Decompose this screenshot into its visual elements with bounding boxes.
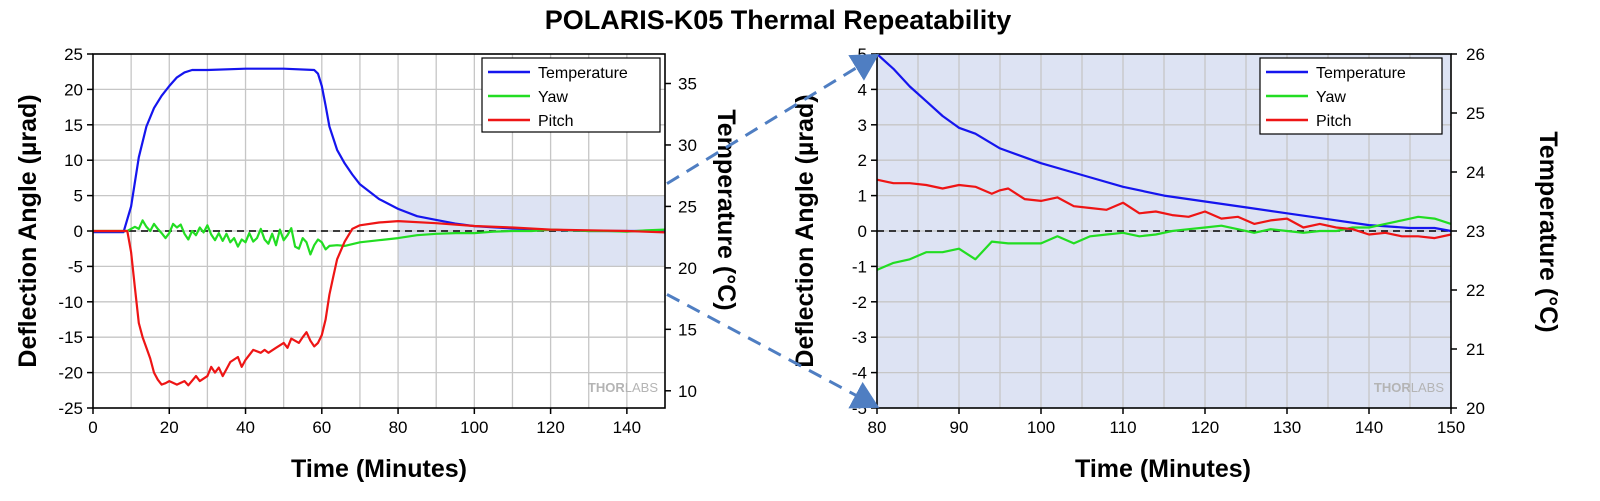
y2-tick-label: 20: [678, 259, 697, 278]
y2-tick-label: 15: [678, 320, 697, 339]
y-tick-label: -10: [58, 293, 83, 312]
x-tick-label: 90: [950, 418, 969, 437]
y2-tick-label: 22: [1466, 281, 1485, 300]
y-tick-label: 0: [858, 222, 867, 241]
y-tick-label: -1: [852, 257, 867, 276]
x-tick-label: 100: [1027, 418, 1055, 437]
watermark-light-part: LABS: [625, 380, 659, 395]
y-tick-label: 3: [858, 116, 867, 135]
y2-tick-label: 25: [1466, 104, 1485, 123]
thorlabs-watermark-logo: THORLABS: [1374, 380, 1444, 395]
y2-tick-label: 23: [1466, 222, 1485, 241]
y-tick-label: -15: [58, 328, 83, 347]
legend: Temperature Yaw Pitch: [481, 57, 661, 133]
y-tick-label: 20: [64, 80, 83, 99]
watermark-bold-part: THOR: [1374, 380, 1411, 395]
series-line-yaw: [876, 215, 1452, 271]
watermark-light-part: LABS: [1411, 380, 1445, 395]
chart-panel-2: 80 90 100 110 120 130 140 150-5-4-3-2-101234520…: [791, 45, 1562, 483]
y2-axis-title: Temperature (°C): [712, 109, 740, 310]
y-tick-label: 25: [64, 45, 83, 64]
y-tick-label: -5: [68, 257, 83, 276]
x-tick-label: 100: [460, 418, 488, 437]
series-line-pitch: [876, 178, 1452, 240]
legend: Temperature Yaw Pitch: [1259, 57, 1443, 135]
y-tick-label: -5: [852, 399, 867, 418]
x-tick-label: 120: [536, 418, 564, 437]
x-tick-label: 130: [1273, 418, 1301, 437]
x-tick-label: 20: [160, 418, 179, 437]
y-tick-label: -4: [852, 364, 867, 383]
x-tick-label: 110: [1109, 418, 1136, 437]
y2-tick-label: 10: [678, 382, 697, 401]
x-tick-label: 40: [236, 418, 255, 437]
x-tick-label: 120: [1191, 418, 1219, 437]
legend-label-temperature: Temperature: [1316, 65, 1406, 82]
y2-tick-label: 24: [1466, 163, 1485, 182]
legend-label-yaw: Yaw: [1316, 89, 1346, 106]
y2-tick-label: 26: [1466, 45, 1485, 64]
y-tick-label: 10: [64, 151, 83, 170]
legend-label-yaw: Yaw: [538, 89, 568, 106]
x-axis-title: Time (Minutes): [1075, 455, 1251, 483]
series-line-yaw: [93, 219, 666, 256]
legend-label-temperature: Temperature: [538, 65, 628, 82]
x-tick-label: 80: [868, 418, 887, 437]
watermark-bold-part: THOR: [588, 380, 625, 395]
y-tick-label: -2: [852, 293, 867, 312]
y2-tick-label: 21: [1466, 340, 1485, 359]
y-tick-label: 5: [74, 187, 83, 206]
chart-title: POLARIS-K05 Thermal Repeatability: [545, 5, 1012, 35]
y-axis-title: Deflection Angle (µrad): [791, 94, 819, 367]
zoom-connector-top: [666, 53, 880, 185]
y2-tick-label: 25: [678, 197, 697, 216]
y2-tick-label: 30: [678, 136, 697, 155]
y-tick-label: -20: [58, 364, 83, 383]
legend-label-pitch: Pitch: [538, 113, 574, 130]
series-line-temperature: [876, 53, 1452, 233]
x-tick-label: 150: [1437, 418, 1465, 437]
chart-panel-1: 0 20 40 60 80 100 120 140 -25 -20 -15 -10 -5 0 5 10 15 20…: [14, 45, 740, 483]
series-line-pitch: [93, 220, 666, 387]
x-tick-label: 0: [88, 418, 97, 437]
y-tick-label: -25: [58, 399, 83, 418]
x-axis-title: Time (Minutes): [291, 455, 467, 483]
thorlabs-watermark-logo: THORLABS: [588, 380, 658, 395]
y-tick-label: 2: [858, 151, 867, 170]
zoom-connector-bottom: [666, 293, 880, 409]
x-tick-label: 140: [1355, 418, 1383, 437]
x-tick-label: 60: [312, 418, 331, 437]
x-tick-label: 80: [389, 418, 408, 437]
zoom-connectors: [666, 53, 880, 409]
x-tick-label: 140: [613, 418, 641, 437]
y2-axis-title: Temperature (°C): [1534, 131, 1562, 332]
y-tick-label: 0: [74, 222, 83, 241]
y-axis-title: Deflection Angle (µrad): [14, 94, 42, 367]
y-tick-label: 1: [858, 187, 867, 206]
y2-tick-label: 35: [678, 75, 697, 94]
y-tick-label: 15: [64, 116, 83, 135]
y-tick-label: 4: [858, 80, 867, 99]
y2-tick-label: 20: [1466, 399, 1485, 418]
y-tick-label: -3: [852, 328, 867, 347]
legend-label-pitch: Pitch: [1316, 113, 1352, 130]
